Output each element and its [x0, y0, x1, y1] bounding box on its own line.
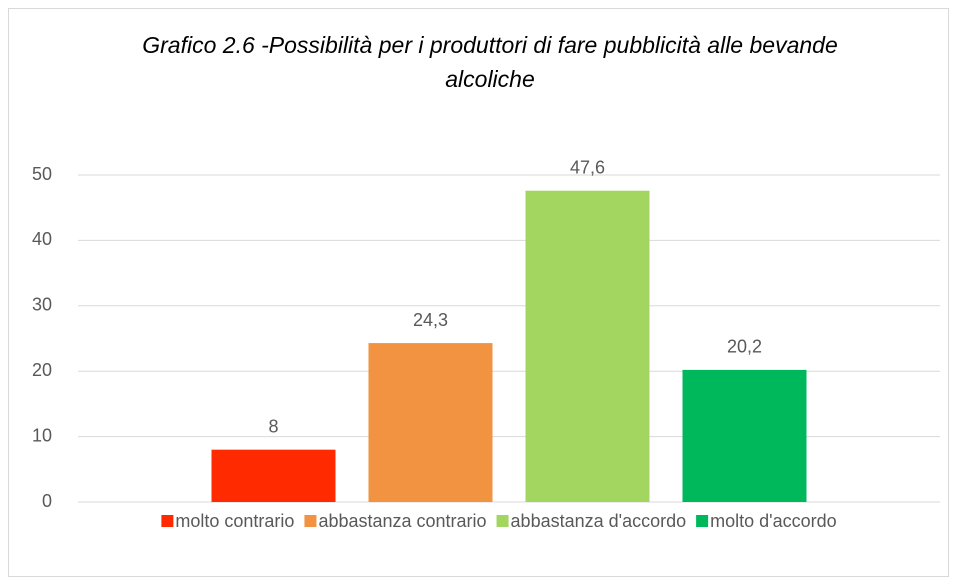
- legend-swatch: [696, 515, 709, 527]
- data-label: 47,6: [570, 157, 605, 177]
- y-tick-label: 40: [32, 229, 52, 249]
- bar: [211, 449, 336, 502]
- legend-label: molto contrario: [175, 511, 294, 531]
- bar: [682, 369, 807, 502]
- data-label: 20,2: [727, 337, 762, 357]
- y-tick-label: 0: [42, 491, 52, 511]
- data-label: 24,3: [413, 310, 448, 330]
- y-tick-label: 30: [32, 295, 52, 315]
- legend-swatch: [496, 515, 509, 527]
- legend-label: abbastanza contrario: [318, 511, 486, 531]
- legend-swatch: [161, 515, 174, 527]
- legend-swatch: [304, 515, 317, 527]
- bar: [525, 190, 650, 503]
- y-tick-label: 10: [32, 425, 52, 445]
- y-tick-label: 50: [32, 164, 52, 184]
- chart-title: Grafico 2.6 -Possibilità per i produttor…: [142, 32, 838, 92]
- y-tick-label: 20: [32, 360, 52, 380]
- data-label: 8: [268, 416, 278, 436]
- legend-label: molto d'accordo: [710, 511, 837, 531]
- bar: [368, 343, 493, 502]
- legend-label: abbastanza d'accordo: [511, 511, 687, 531]
